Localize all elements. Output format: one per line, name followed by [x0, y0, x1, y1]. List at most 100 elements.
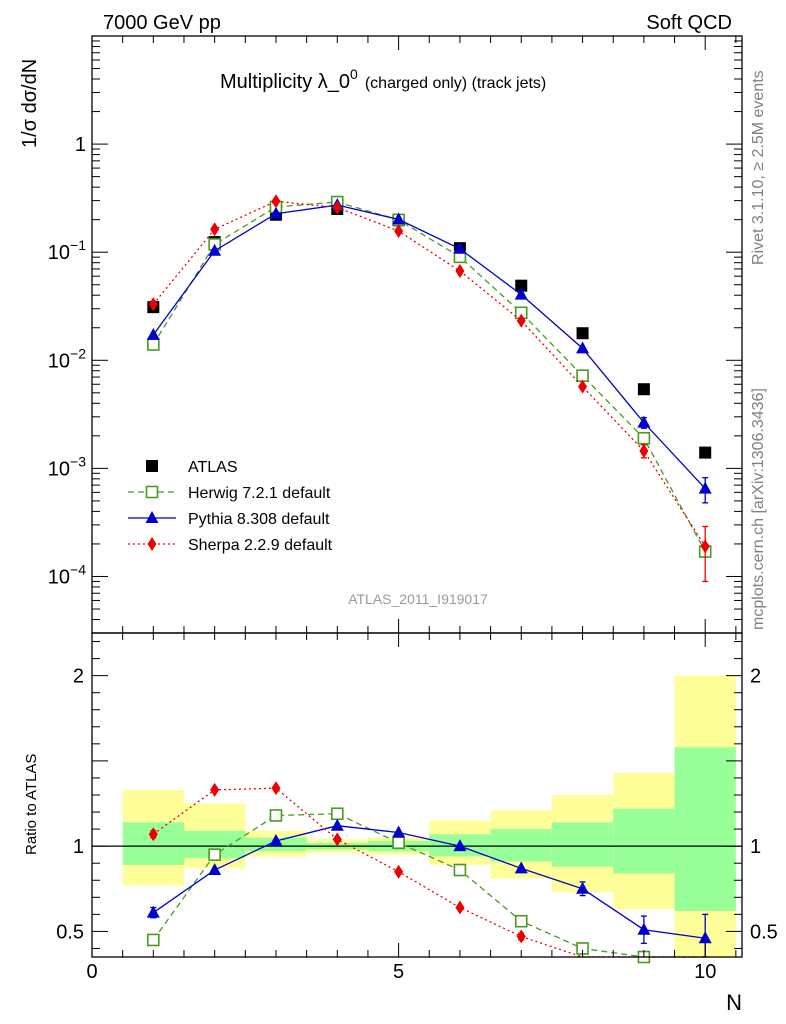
main-series-2-point: [576, 341, 590, 354]
main-series-0-point: [576, 327, 589, 340]
ratio-y-axis-label: Ratio to ATLAS: [23, 754, 40, 855]
ratio-series-2-point: [394, 864, 404, 879]
main-series-1-point: [576, 369, 589, 383]
main-series-3-point: [578, 379, 588, 394]
x-tick-label: 10: [694, 961, 716, 983]
ratio-y-tick-label-right: 1: [750, 836, 761, 858]
ratio-y-tick-label-left: 2: [73, 666, 84, 688]
ratio-series-0-point: [392, 836, 405, 850]
legend-label-2: Pythia 8.308 default: [188, 511, 330, 528]
y-tick-label: 10−2: [48, 345, 86, 372]
legend-label-3: Sherpa 2.2.9 default: [188, 537, 333, 554]
main-series-3-point: [271, 194, 281, 209]
source-label: mcplots.cern.ch [arXiv:1306.3436]: [750, 388, 767, 630]
main-series-0-point: [515, 279, 528, 292]
ratio-series-0-point: [269, 809, 283, 822]
ratio-series-0-point: [330, 807, 344, 821]
ratio-y-tick-label-right: 2: [750, 666, 761, 688]
ratio-series-2-point: [332, 832, 342, 847]
y-tick-label-exponent: −2: [70, 345, 86, 361]
ratio-band-green: [551, 822, 614, 867]
x-tick-label: 0: [86, 961, 97, 983]
main-panel-series: [146, 194, 712, 583]
analysis-watermark: ATLAS_2011_I919017: [348, 591, 488, 607]
legend-marker-2: [145, 511, 159, 523]
main-series-2-point: [269, 206, 283, 219]
main-series-3-point: [394, 224, 404, 239]
ratio-series-2-point: [455, 900, 465, 915]
ratio-series-1-point: [576, 881, 590, 894]
legend-label-1: Herwig 7.2.1 default: [188, 485, 331, 502]
main-series-2-point: [514, 287, 528, 300]
legend-marker-1: [145, 485, 159, 499]
y-tick-label-mantissa: 10: [48, 242, 70, 264]
ratio-series-1-line: [152, 825, 706, 939]
rivet-label: Rivet 3.1.10, ≥ 2.5M events: [750, 70, 767, 265]
y-tick-label-exponent: −3: [70, 453, 86, 469]
y-tick-label: 10−1: [48, 237, 86, 264]
main-series-1-point: [147, 338, 160, 351]
y-tick-label: 10−4: [48, 561, 86, 588]
ratio-series-0-point: [453, 863, 467, 877]
ratio-series-0-point: [147, 933, 160, 947]
main-series-3-point: [210, 222, 220, 237]
ratio-y-tick-label-right: 0.5: [750, 921, 778, 943]
main-series-2-point: [637, 415, 651, 428]
main-series-3-point: [700, 539, 710, 554]
y-tick-label-mantissa: 10: [48, 458, 70, 480]
y-tick-label-mantissa: 10: [48, 566, 70, 588]
main-series-1-line: [152, 201, 706, 552]
ratio-y-tick-label-left: 1: [73, 836, 84, 858]
ratio-y-tick-label-left: 0.5: [56, 921, 84, 943]
ratio-series-2-point: [271, 781, 281, 796]
ratio-series-1-point: [698, 931, 712, 944]
ratio-series-1-point: [514, 861, 528, 874]
chart-title-suffix: (charged only) (track jets): [365, 75, 546, 92]
ratio-series-1-point: [146, 905, 160, 918]
main-series-2-point: [146, 327, 160, 340]
x-axis-label: N: [726, 990, 742, 1015]
main-series-3-point: [455, 263, 465, 278]
legend: ATLAS Herwig 7.2.1 default Pythia 8.308 de…: [128, 459, 333, 554]
ratio-series-1-point: [269, 834, 283, 847]
main-series-2-point: [453, 241, 467, 254]
legend-marker-0: [146, 460, 158, 472]
main-series-3-line: [152, 200, 706, 547]
x-tick-label: 5: [393, 961, 404, 983]
header-left: 7000 GeV pp: [103, 12, 221, 34]
legend-marker-3: [147, 537, 157, 551]
ratio-band-green: [490, 829, 552, 862]
ratio-series-1-point: [330, 818, 344, 831]
ratio-band-green: [674, 747, 736, 911]
ratio-series-2-point: [210, 782, 220, 797]
main-series-0-point: [699, 446, 712, 459]
main-series-3-point: [148, 297, 158, 312]
main-series-3-point: [332, 200, 342, 215]
main-series-3-point: [639, 443, 649, 458]
main-series-2-point: [392, 212, 406, 225]
y-tick-label-exponent: −4: [70, 561, 86, 577]
chart-title-main: Multiplicity λ_0: [220, 71, 350, 93]
main-series-2-point: [208, 243, 222, 256]
legend-label-0: ATLAS: [188, 459, 238, 476]
ratio-series-2-point: [148, 827, 158, 842]
ratio-panel-series: [146, 781, 712, 964]
ratio-series-1-point: [392, 825, 406, 838]
y-tick-label-exponent: −1: [70, 237, 86, 253]
main-series-2-line: [152, 204, 706, 490]
ratio-series-1-point: [637, 922, 651, 935]
main-series-0-point: [637, 383, 650, 396]
main-series-2-point: [698, 481, 712, 494]
main-series-1-point: [637, 431, 651, 445]
y-tick-label-mantissa: 10: [48, 350, 70, 372]
ratio-series-2-point: [516, 929, 526, 944]
y-tick-label-mantissa: 1: [75, 134, 86, 156]
ratio-band-green: [613, 808, 675, 874]
ratio-series-0-point: [208, 848, 221, 861]
y-tick-label: 1: [75, 134, 86, 156]
ratio-series-0-point: [514, 914, 528, 928]
chart-title-sup: 0: [350, 66, 358, 82]
main-series-3-point: [516, 313, 526, 328]
